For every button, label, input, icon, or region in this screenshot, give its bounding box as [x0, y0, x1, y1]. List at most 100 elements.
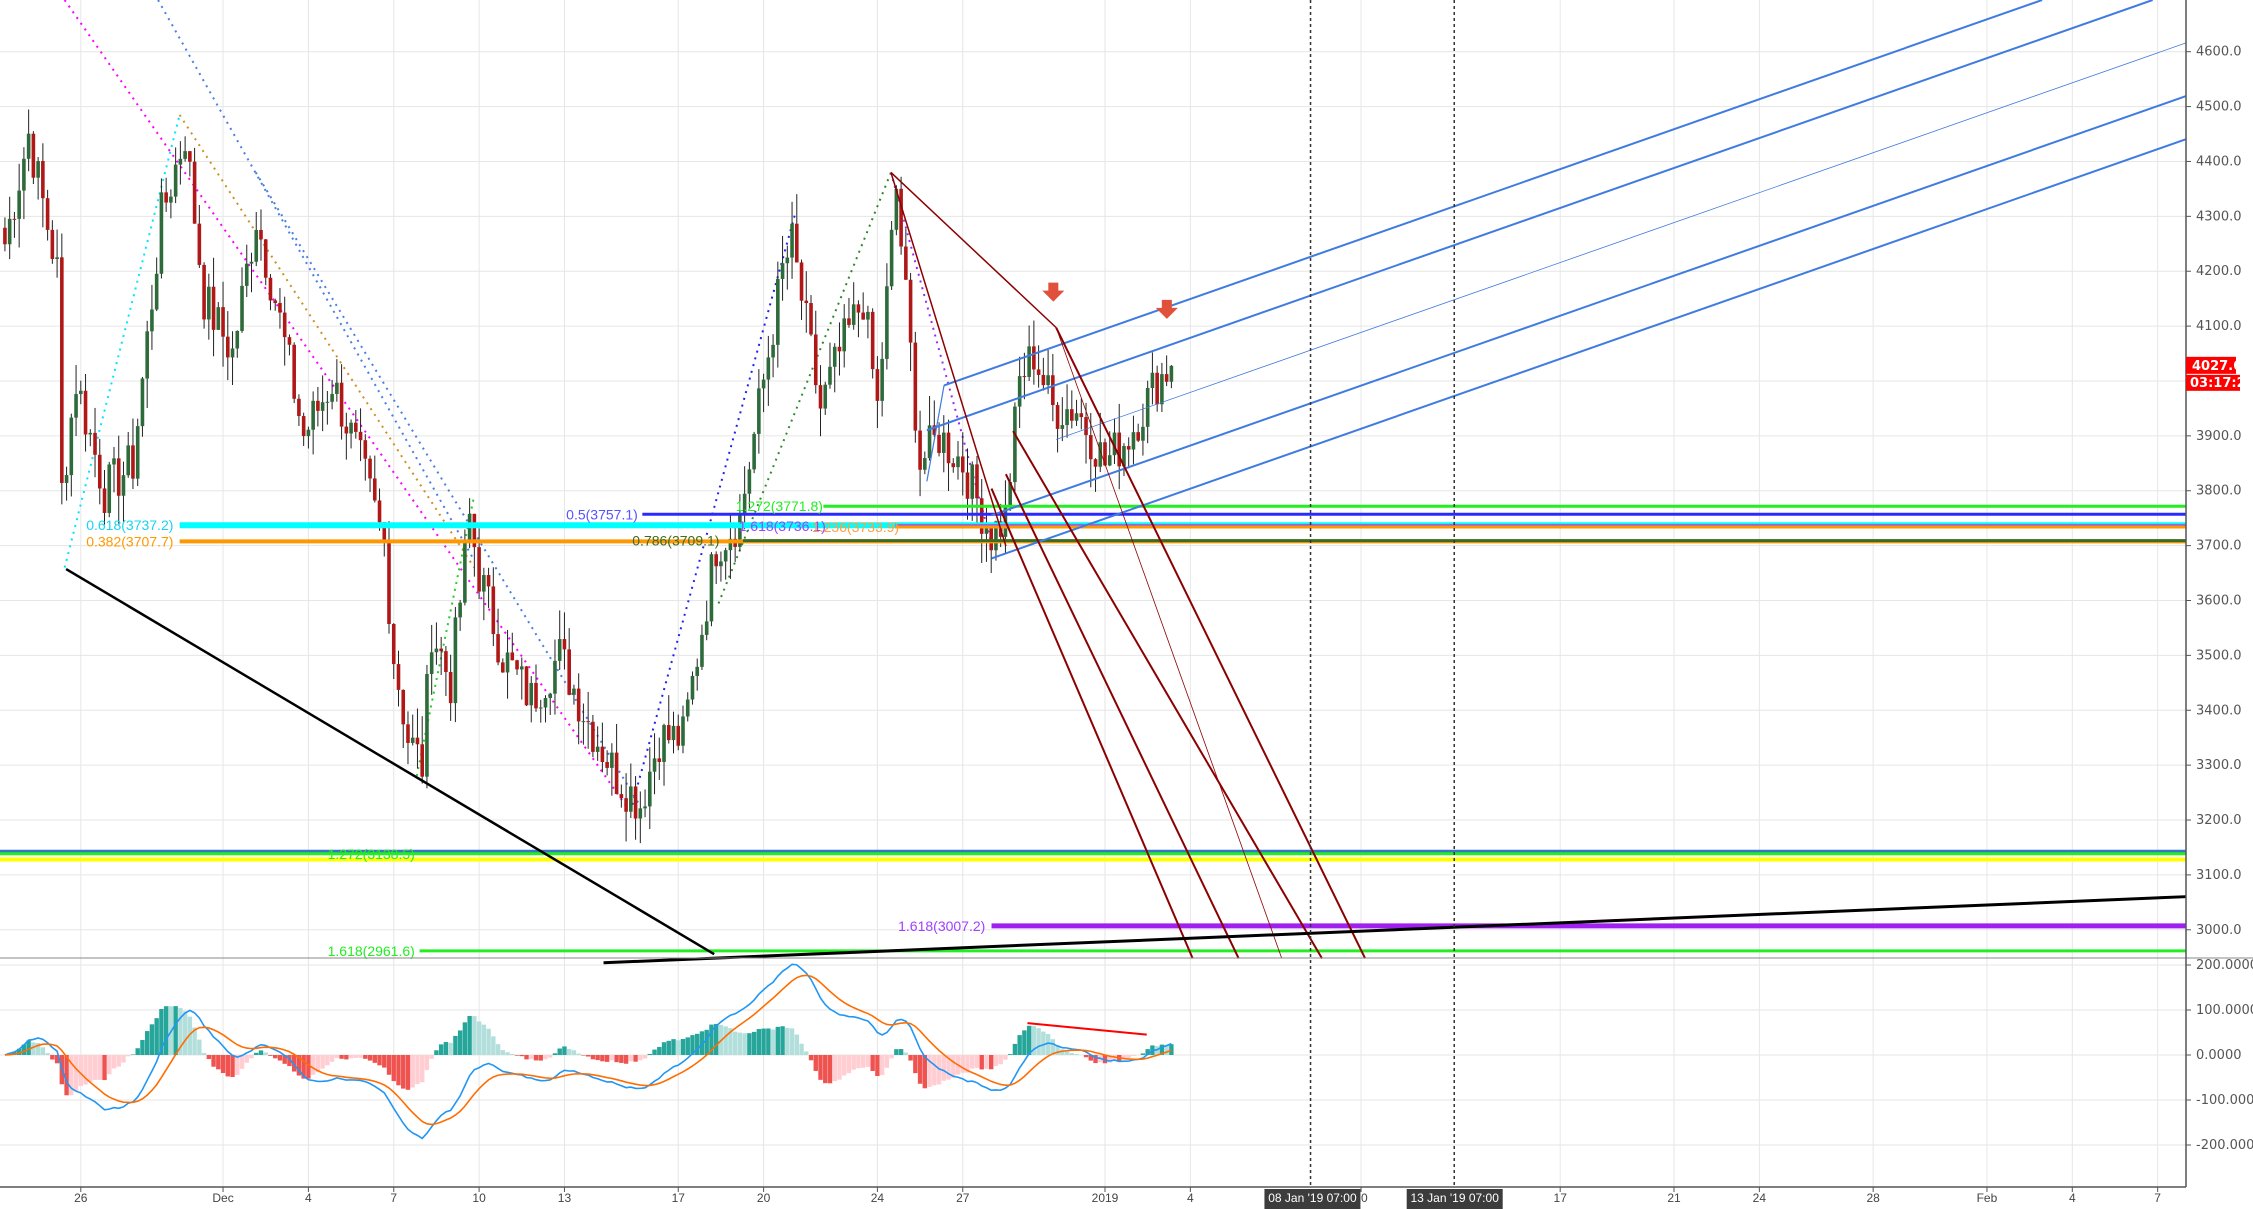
macd-histogram-bar: [979, 1055, 984, 1070]
candle-down: [221, 307, 225, 337]
macd-histogram-bar: [277, 1055, 283, 1061]
candle-down: [1103, 442, 1107, 466]
macd-histogram-bar: [562, 1046, 567, 1055]
macd-histogram-bar: [438, 1044, 444, 1055]
candle-up: [695, 666, 700, 676]
macd-histogram-bar: [932, 1055, 937, 1086]
candle-up: [842, 318, 847, 352]
candle-down: [491, 586, 496, 635]
candle-down: [918, 430, 922, 470]
candle-down: [809, 303, 813, 335]
candle-down: [534, 682, 538, 709]
candle-up: [648, 771, 652, 807]
macd-histogram-bar: [647, 1053, 652, 1055]
candle-up: [410, 737, 415, 743]
candle-down: [861, 312, 865, 320]
macd-histogram-bar: [633, 1055, 638, 1062]
candle-down: [501, 662, 505, 673]
macd-histogram-bar: [386, 1055, 392, 1075]
time-tick-label: 10: [472, 1191, 486, 1205]
macd-histogram-bar: [69, 1055, 74, 1096]
candle-down: [406, 724, 410, 743]
macd-histogram-bar: [884, 1055, 890, 1068]
price-tick-label: 3500.0: [2196, 648, 2242, 663]
macd-histogram-bar: [16, 1048, 22, 1055]
candle-down: [197, 223, 202, 265]
pitchfork-line: [943, 0, 2043, 387]
candle-up: [700, 634, 704, 667]
macd-histogram-bar: [182, 1011, 188, 1055]
candle-up: [681, 716, 685, 746]
candle-up: [1060, 425, 1065, 429]
price-tick-label: 4400.0: [2196, 154, 2242, 169]
trend-drawings[interactable]: [65, 0, 2187, 1187]
candle-up: [610, 752, 614, 768]
candle-up: [519, 666, 524, 670]
macd-histogram-bar: [1164, 1044, 1169, 1055]
macd-histogram-bar: [102, 1055, 107, 1081]
macd-histogram-bar: [334, 1055, 340, 1058]
candle-down: [818, 385, 823, 409]
pitchfork-line: [1012, 430, 1323, 959]
candle-up: [154, 273, 159, 310]
macd-histogram-bar: [1102, 1055, 1108, 1064]
candle-up: [994, 521, 998, 551]
candle-down: [1126, 446, 1131, 450]
macd-histogram-bar: [770, 1029, 776, 1055]
macd-histogram-bar: [913, 1055, 918, 1074]
candle-up: [941, 432, 946, 453]
macd-histogram-bar: [353, 1055, 359, 1058]
macd-histogram-bar: [415, 1055, 420, 1085]
macd-histogram-bar: [652, 1049, 657, 1055]
fib-label: 0.786(3709.1): [632, 533, 719, 549]
macd-histogram-bar: [690, 1035, 695, 1055]
candle-down: [382, 522, 387, 543]
candle-down: [1164, 374, 1169, 382]
candle-up: [311, 400, 315, 430]
candle-up: [652, 758, 657, 772]
candle-down: [524, 666, 529, 706]
candle-down: [975, 464, 979, 499]
macd-histogram-bar: [173, 1006, 178, 1055]
last-price-tag: [2186, 356, 2236, 374]
pitchfork-line: [991, 138, 2187, 560]
candle-down: [93, 432, 97, 455]
macd-histogram-bar: [420, 1055, 425, 1083]
candle-up: [64, 475, 69, 483]
macd-histogram-bar: [519, 1055, 524, 1057]
price-tick-label: 4300.0: [2196, 209, 2242, 224]
candle-up: [36, 161, 40, 178]
candle-down: [1036, 369, 1041, 375]
candle-up: [254, 229, 259, 262]
macd-histogram-bar: [614, 1055, 619, 1063]
fib-label: 1.618(3007.2): [898, 918, 985, 934]
macd-histogram-bar: [1145, 1049, 1150, 1055]
time-tick-label: 21: [1667, 1191, 1681, 1205]
dotted-trendline: [63, 0, 626, 806]
macd-histogram-bar: [751, 1031, 757, 1055]
macd-histogram-bar: [197, 1039, 202, 1055]
time-tick-label: 17: [672, 1191, 686, 1205]
macd-histogram-bar: [1022, 1030, 1027, 1055]
candle-down: [899, 188, 903, 247]
candle-up: [894, 188, 899, 230]
candle-up: [543, 697, 548, 708]
candle-up: [704, 621, 709, 635]
macd-histogram-bar: [1012, 1043, 1018, 1055]
fib-levels[interactable]: 0.618(3737.2)0.382(3707.7) 0.5(3757.1) 1.2…: [0, 498, 2186, 959]
macd-histogram-bar: [737, 1032, 743, 1055]
macd-histogram-bar: [216, 1055, 221, 1070]
candle-up: [325, 401, 330, 403]
fib-label: 1.618(2961.6): [328, 943, 415, 959]
pitchfork-line: [890, 172, 1007, 547]
macd-histogram-bar: [1107, 1055, 1112, 1063]
pitchfork-line: [991, 95, 2187, 517]
candle-up: [74, 394, 78, 418]
macd-histogram-bar: [31, 1042, 36, 1055]
candle-down: [60, 257, 64, 483]
macd-histogram-bar: [917, 1055, 923, 1084]
candle-down: [287, 337, 292, 345]
candle-up: [723, 550, 728, 562]
